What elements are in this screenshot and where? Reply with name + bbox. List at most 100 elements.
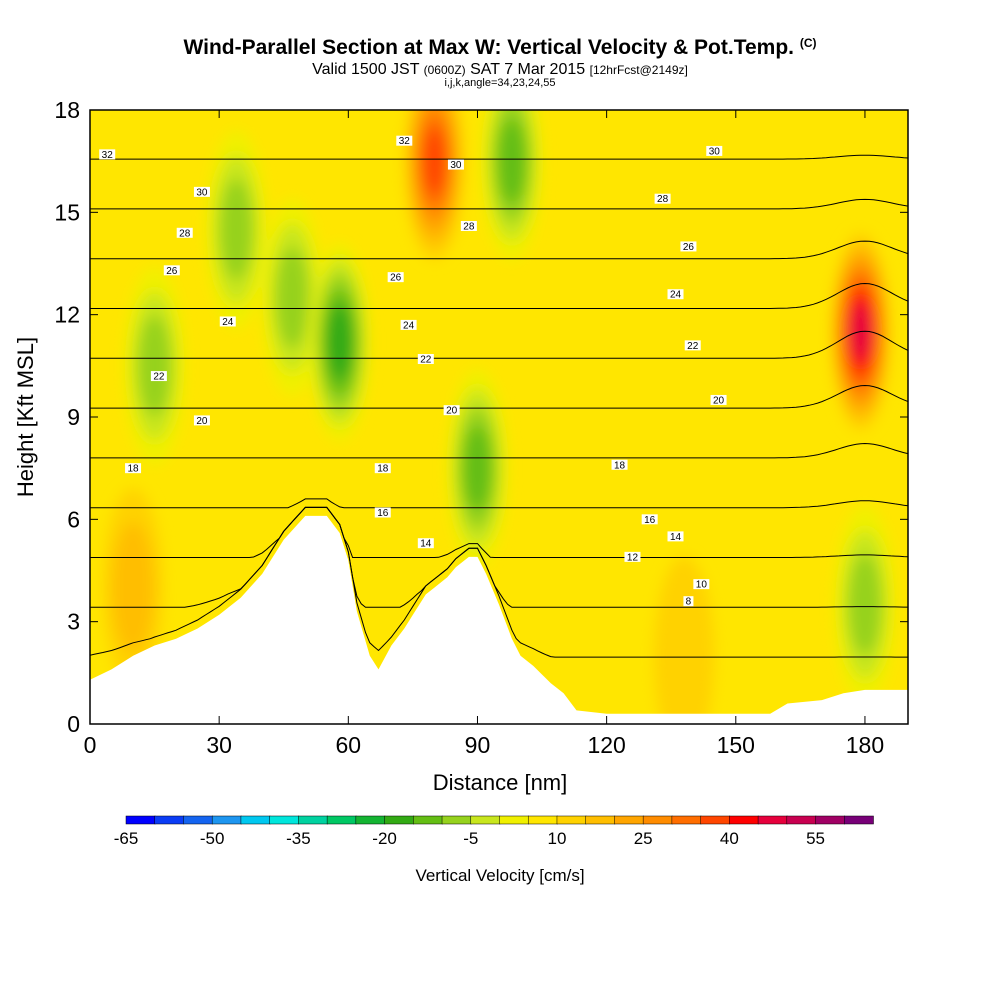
colorbar-swatch xyxy=(556,815,587,825)
colorbar-tick-label: -35 xyxy=(286,829,311,848)
isotherm-label-bg xyxy=(163,265,180,276)
colorbar-swatch xyxy=(700,815,731,825)
isotherm-label-bg xyxy=(624,551,641,562)
y-tick-label: 0 xyxy=(67,711,80,737)
isotherm-label-bg xyxy=(193,186,210,197)
x-tick-label: 30 xyxy=(206,732,232,758)
y-tick-label: 9 xyxy=(67,404,80,430)
valid-time: Valid 1500 JST xyxy=(312,61,420,78)
isotherm-label-bg xyxy=(667,289,684,300)
isotherm-label: 24 xyxy=(403,320,415,331)
isotherm-18 xyxy=(90,384,908,409)
y-tick-label: 15 xyxy=(54,199,80,225)
isotherm-label: 28 xyxy=(463,221,475,232)
x-axis-label: Distance [nm] xyxy=(433,770,568,795)
chart-title: Wind-Parallel Section at Max W: Vertical… xyxy=(0,36,1000,60)
isotherm-labels: 32 32 30 30 30 28 28 28 26 26 26 24 24 24 22 22 22 20 20 20… xyxy=(99,135,727,608)
isotherm-label-bg xyxy=(219,316,236,327)
isotherm-label: 26 xyxy=(683,242,695,253)
isotherm-label-bg xyxy=(374,507,391,518)
colorbar-tick-label: 55 xyxy=(806,829,825,848)
velocity-cell-8-2 xyxy=(848,554,882,656)
isotherm-20 xyxy=(90,330,908,359)
isotherm-label-bg xyxy=(447,159,464,170)
colorbar-swatch xyxy=(614,815,644,825)
chart-subtitle: Valid 1500 JST (0600Z) SAT 7 Mar 2015 [1… xyxy=(0,61,1000,79)
colorbar-swatch xyxy=(154,815,185,825)
isotherm-label-bg xyxy=(99,149,116,160)
isotherm-label: 30 xyxy=(450,160,462,171)
x-tick-label: 120 xyxy=(587,732,625,758)
isotherm-label: 8 xyxy=(686,597,692,608)
title-badge: (C) xyxy=(799,36,817,50)
colorbar-swatch xyxy=(844,815,874,825)
isotherm-label-bg xyxy=(654,193,671,204)
isotherm-8 xyxy=(90,506,908,658)
colorbar-tick-label: -20 xyxy=(372,829,397,848)
colorbar-tick-label: -65 xyxy=(114,829,139,848)
isotherm-label-bg xyxy=(684,340,701,351)
isotherm-label-bg xyxy=(693,579,710,590)
isotherm-label-bg xyxy=(400,319,417,330)
colorbar-swatch xyxy=(786,815,817,825)
y-tick-label: 12 xyxy=(54,302,80,328)
isotherm-label: 24 xyxy=(222,317,234,328)
isotherm-label-bg xyxy=(417,538,434,549)
colorbar: -65 -50 -35 -20 -5 10 25 40 55 xyxy=(114,815,874,848)
isotherm-label-bg xyxy=(417,354,434,365)
isotherm-label: 32 xyxy=(102,150,114,161)
colorbar-tick-label: 25 xyxy=(634,829,653,848)
axes: 0 30 60 90 120 150 180 0 3 6 9 12 15 18 xyxy=(54,97,908,758)
colorbar-swatch xyxy=(298,815,328,825)
isotherm-label: 16 xyxy=(377,508,389,519)
plot-area: 32 32 30 30 30 28 28 28 26 26 26 24 24 24 22 22 22 20 20 20… xyxy=(90,110,908,724)
colorbar-swatch xyxy=(125,815,156,825)
isotherm-label-bg xyxy=(710,394,727,405)
isotherm-14 xyxy=(90,498,908,509)
isotherm-label-bg xyxy=(387,272,404,283)
colorbar-swatch xyxy=(384,815,415,825)
velocity-cell-3-2 xyxy=(138,315,171,417)
velocity-cell-10-0 xyxy=(654,556,715,724)
isotherm-label-bg xyxy=(396,135,413,146)
isotherm-label: 14 xyxy=(420,539,432,550)
isotherm-24 xyxy=(90,240,908,260)
isotherm-label-bg xyxy=(374,463,391,474)
isotherm-label: 18 xyxy=(127,464,139,475)
y-tick-label: 6 xyxy=(67,506,80,532)
isotherm-12 xyxy=(90,506,908,558)
x-tick-label: 180 xyxy=(846,732,884,758)
x-tick-label: 150 xyxy=(717,732,755,758)
colorbar-swatch xyxy=(240,815,271,825)
isotherm-label-bg xyxy=(193,415,210,426)
velocity-cell-1-4 xyxy=(327,304,353,380)
velocity-cell-9-1 xyxy=(112,522,154,653)
isotherm-label: 26 xyxy=(390,273,402,284)
isotherms xyxy=(90,154,908,658)
isotherm-label-bg xyxy=(680,241,697,252)
colorbar-tick-label: -5 xyxy=(463,829,478,848)
isotherm-label: 20 xyxy=(196,416,208,427)
velocity-cell-4-5 xyxy=(422,127,446,195)
colorbar-swatch xyxy=(470,815,501,825)
colorbar-swatch xyxy=(815,815,846,825)
terrain xyxy=(90,515,908,724)
isotherm-label-bg xyxy=(667,531,684,542)
isotherm-label-bg xyxy=(683,596,694,607)
velocity-cell-0-2 xyxy=(276,247,309,349)
isotherm-16 xyxy=(90,442,908,459)
x-tick-label: 0 xyxy=(84,732,97,758)
x-tick-label: 60 xyxy=(336,732,362,758)
isotherm-label-bg xyxy=(611,459,628,470)
grid-indices: i,j,k,angle=34,23,24,55 xyxy=(444,77,556,89)
isotherm-label: 24 xyxy=(670,290,682,301)
isotherm-label: 18 xyxy=(614,460,626,471)
colorbar-swatch xyxy=(757,815,788,825)
isotherm-28 xyxy=(90,154,908,160)
colorbar-swatch xyxy=(441,815,472,825)
isotherm-22 xyxy=(90,282,908,309)
colorbar-swatch xyxy=(326,815,357,825)
colorbar-swatch xyxy=(499,815,529,825)
isotherm-label: 28 xyxy=(657,194,669,205)
